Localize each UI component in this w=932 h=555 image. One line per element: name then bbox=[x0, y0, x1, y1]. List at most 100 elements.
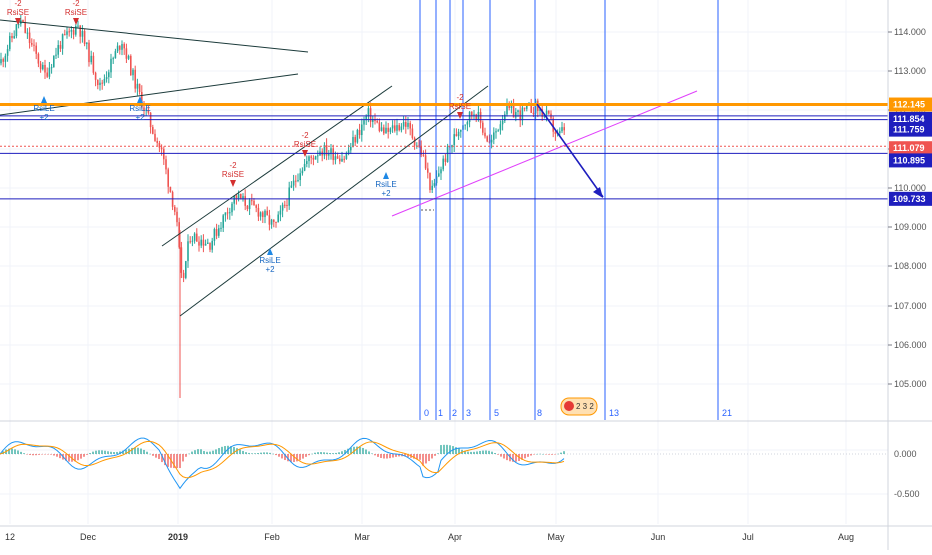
price-label-bg bbox=[889, 97, 932, 112]
candle-body bbox=[284, 204, 286, 206]
candle-body bbox=[44, 64, 46, 73]
candle-body bbox=[519, 110, 521, 121]
candle-body bbox=[165, 159, 167, 170]
candle-body bbox=[90, 55, 92, 63]
candle-body bbox=[440, 169, 442, 174]
signal-qty: -2 bbox=[301, 131, 309, 140]
candle-body bbox=[191, 240, 194, 242]
candle-body bbox=[339, 158, 341, 162]
macd-hist-bar bbox=[254, 453, 256, 454]
candle-body bbox=[488, 141, 491, 143]
macd-hist-bar bbox=[302, 454, 304, 459]
candle-body bbox=[81, 31, 84, 37]
candle-body bbox=[202, 239, 205, 246]
candle-body bbox=[541, 109, 543, 117]
candle-body bbox=[6, 49, 9, 56]
macd-hist-bar bbox=[149, 453, 151, 455]
candle-body bbox=[504, 114, 506, 121]
candle-body bbox=[160, 147, 163, 150]
candle-body bbox=[332, 148, 334, 161]
candle-body bbox=[147, 109, 150, 113]
macd-hist-bar bbox=[209, 451, 211, 454]
macd-hist-bar bbox=[68, 454, 70, 462]
macd-hist-bar bbox=[479, 450, 481, 454]
macd-hist-bar bbox=[269, 452, 271, 454]
macd-hist-bar bbox=[221, 446, 223, 454]
candle-body bbox=[59, 45, 62, 49]
candle-body bbox=[350, 146, 352, 151]
signal-qty: +2 bbox=[135, 113, 145, 122]
macd-pane bbox=[0, 420, 932, 490]
signal-long-6: RsiLE+2 bbox=[375, 172, 397, 198]
macd-hist-bar bbox=[257, 453, 259, 454]
badge-text: 2 3 2 bbox=[576, 402, 594, 411]
price-tick-label: 110.000 bbox=[894, 183, 926, 193]
candle-body bbox=[119, 45, 121, 50]
macd-hist-bar bbox=[8, 448, 10, 454]
macd-hist-bar bbox=[248, 452, 250, 454]
macd-hist-bar bbox=[14, 449, 16, 454]
candle-body bbox=[37, 53, 40, 64]
macd-hist-bar bbox=[152, 454, 154, 456]
candle-body bbox=[486, 136, 488, 142]
candle-body bbox=[229, 212, 231, 214]
signal-arrow-up bbox=[267, 248, 273, 255]
signal-name: RsiSE bbox=[7, 8, 29, 17]
candle-body bbox=[398, 125, 400, 131]
price-label-text: 112.145 bbox=[893, 100, 925, 110]
macd-hist-bar bbox=[134, 447, 136, 454]
macd-hist-bar bbox=[17, 450, 19, 454]
macd-hist-bar bbox=[539, 453, 541, 455]
macd-hist-bar bbox=[227, 445, 229, 454]
candle-body bbox=[171, 192, 174, 207]
macd-hist-bar bbox=[380, 454, 382, 458]
candle-body bbox=[273, 219, 275, 222]
macd-signal-line bbox=[0, 440, 565, 479]
candle-body bbox=[26, 32, 29, 34]
macd-hist-bar bbox=[377, 454, 379, 457]
candle-body bbox=[42, 64, 44, 70]
macd-hist-bar bbox=[503, 454, 505, 459]
candle-body bbox=[226, 212, 229, 214]
macd-hist-bar bbox=[218, 448, 220, 454]
macd-hist-bar bbox=[56, 454, 58, 457]
candle-body bbox=[312, 157, 315, 160]
candle-body bbox=[389, 128, 392, 132]
macd-hist-bar bbox=[110, 451, 112, 454]
candle-body bbox=[484, 132, 486, 137]
candle-body bbox=[72, 30, 75, 35]
candle-body bbox=[240, 194, 242, 200]
candle-body bbox=[77, 25, 79, 27]
macd-hist-bar bbox=[11, 448, 13, 454]
macd-hist-bar bbox=[446, 444, 448, 454]
macd-hist-bar bbox=[530, 454, 532, 456]
candle-body bbox=[493, 132, 495, 140]
macd-hist-bar bbox=[89, 453, 91, 454]
candle-body bbox=[380, 127, 383, 131]
macd-hist-bar bbox=[287, 454, 289, 462]
macd-line bbox=[0, 437, 565, 490]
macd-hist-bar bbox=[323, 452, 325, 454]
candle-body bbox=[530, 103, 532, 113]
candle-body bbox=[532, 112, 535, 114]
price-tick-label: 109.000 bbox=[894, 222, 927, 232]
candle-body bbox=[475, 114, 477, 120]
macd-hist-bar bbox=[467, 451, 469, 454]
candle-body bbox=[314, 156, 317, 160]
macd-hist-bar bbox=[416, 454, 418, 460]
candle-body bbox=[552, 118, 554, 132]
macd-hist-bar bbox=[545, 454, 547, 455]
price-label-text: 109.733 bbox=[893, 194, 926, 204]
macd-hist-bar bbox=[497, 454, 499, 455]
signal-name: RsiLE bbox=[33, 104, 54, 113]
macd-hist-bar bbox=[533, 454, 535, 455]
signal-name: RsiSE bbox=[294, 140, 316, 149]
macd-hist-bar bbox=[557, 453, 559, 455]
candle-body bbox=[220, 227, 222, 229]
price-label-text: 110.895 bbox=[893, 155, 925, 165]
candle-body bbox=[354, 137, 356, 143]
macd-hist-bar bbox=[164, 454, 166, 466]
